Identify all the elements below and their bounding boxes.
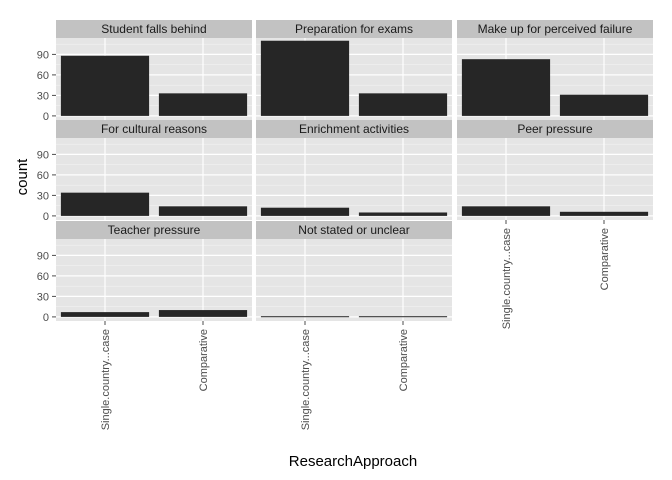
facet-strip-label: Not stated or unclear (298, 223, 409, 237)
facet-panel: Peer pressure (457, 120, 653, 220)
facet-strip-label: Preparation for exams (295, 22, 413, 36)
facet-strip (56, 120, 252, 138)
x-tick-label: Comparative (398, 329, 410, 391)
bar (260, 40, 350, 116)
bar (461, 59, 551, 116)
facet-panel: For cultural reasons (56, 120, 252, 220)
y-axis-title: count (14, 158, 31, 196)
y-tick-label: 30 (37, 90, 49, 102)
facet-strip-label: Student falls behind (101, 22, 206, 36)
bar (158, 310, 248, 317)
bar (358, 316, 448, 318)
facet-strip (457, 120, 653, 138)
bar (60, 192, 150, 216)
bar (461, 206, 551, 216)
facet-strip (56, 20, 252, 38)
y-tick-label: 30 (37, 190, 49, 202)
panel-background (56, 239, 252, 321)
bar (358, 212, 448, 216)
facet-strip-label: Enrichment activities (299, 122, 409, 136)
bar (260, 207, 350, 216)
panel-background (256, 239, 452, 321)
y-tick-label: 0 (43, 312, 49, 324)
facet-strip (256, 120, 452, 138)
facet-strip (256, 221, 452, 239)
bar (60, 55, 150, 116)
facet-strip (256, 20, 452, 38)
facet-panel: Make up for perceived failure (457, 20, 653, 120)
x-tick-label: Single.country...case (300, 329, 312, 430)
x-tick-label: Single.country...case (501, 228, 513, 329)
facet-strip (457, 20, 653, 38)
facet-panel: Student falls behind (56, 20, 252, 120)
bar (260, 316, 350, 318)
bar (358, 93, 448, 116)
facet-strip-label: For cultural reasons (101, 122, 207, 136)
y-tick-label: 90 (37, 49, 49, 61)
y-tick-label: 60 (37, 170, 49, 182)
facet-strip-label: Teacher pressure (108, 223, 201, 237)
bar (158, 206, 248, 216)
x-tick-label: Comparative (198, 329, 210, 391)
x-tick-label: Single.country...case (100, 329, 112, 430)
y-tick-label: 0 (43, 211, 49, 223)
bar (559, 94, 649, 116)
facet-panel: Not stated or unclear (256, 221, 452, 321)
y-tick-label: 30 (37, 291, 49, 303)
bar (158, 93, 248, 116)
facet-strip-label: Peer pressure (517, 122, 593, 136)
panel-background (256, 138, 452, 220)
facet-panel: Enrichment activities (256, 120, 452, 220)
facet-panel: Preparation for exams (256, 20, 452, 120)
y-tick-label: 60 (37, 70, 49, 82)
facet-strip (56, 221, 252, 239)
x-axis-title: ResearchApproach (289, 453, 417, 470)
bar (559, 211, 649, 216)
facet-strip-label: Make up for perceived failure (478, 22, 633, 36)
bar (60, 312, 150, 317)
x-tick-label: Comparative (599, 228, 611, 290)
facet-panel: Teacher pressure (56, 221, 252, 321)
y-tick-label: 60 (37, 271, 49, 283)
y-tick-label: 90 (37, 149, 49, 161)
y-tick-label: 0 (43, 111, 49, 123)
y-tick-label: 90 (37, 250, 49, 262)
